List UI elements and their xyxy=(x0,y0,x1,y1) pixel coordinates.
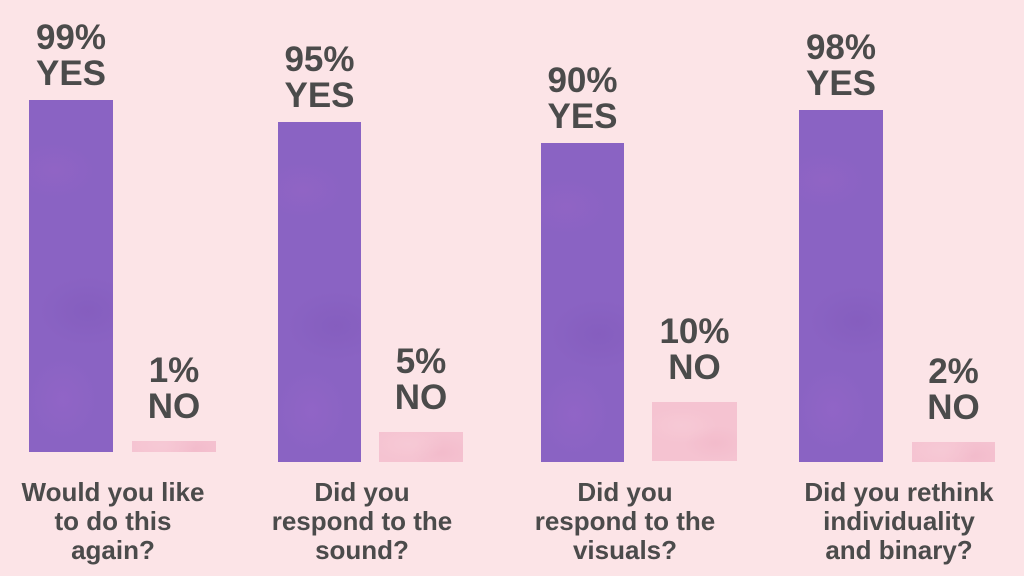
no-word: NO xyxy=(394,378,448,417)
no-word: NO xyxy=(147,387,201,426)
no-bar xyxy=(912,442,995,462)
yes-percent-value: 99% xyxy=(35,18,107,57)
caption-line: Did you xyxy=(577,477,673,507)
no-word: NO xyxy=(927,388,980,427)
yes-percent-value: 90% xyxy=(547,61,618,100)
yes-percentage-label: 90% YES xyxy=(483,63,683,135)
yes-word: YES xyxy=(805,64,877,103)
no-percent-value: 5% xyxy=(395,342,447,381)
caption-line: Did you rethink xyxy=(804,477,994,507)
caption-line: Did you xyxy=(314,477,410,507)
no-percent-value: 10% xyxy=(659,312,730,351)
no-bar xyxy=(132,441,216,452)
yes-word: YES xyxy=(35,54,107,93)
yes-bar xyxy=(278,122,361,462)
question-caption: Did you respond to the sound? xyxy=(227,478,497,565)
question-caption: Would you like to do this again? xyxy=(0,478,248,565)
caption-line: visuals? xyxy=(572,535,678,565)
no-percent-value: 1% xyxy=(148,351,200,390)
yes-percentage-label: 99% YES xyxy=(0,20,171,92)
no-percentage-label: 1% NO xyxy=(74,353,274,425)
no-percentage-label: 2% NO xyxy=(854,354,1024,426)
caption-line: and binary? xyxy=(825,535,973,565)
no-bar xyxy=(379,432,463,462)
yes-percent-value: 98% xyxy=(805,28,877,67)
question-caption: Did you respond to the visuals? xyxy=(490,478,760,565)
no-percentage-label: 10% NO xyxy=(595,314,795,386)
caption-line: to do this xyxy=(54,506,172,536)
yes-word: YES xyxy=(547,97,618,136)
question-caption: Did you rethink individuality and binary… xyxy=(764,478,1024,565)
no-word: NO xyxy=(668,348,721,387)
caption-line: individuality xyxy=(823,506,975,536)
caption-line: Would you like xyxy=(21,477,205,507)
caption-line: respond to the xyxy=(534,506,716,536)
yes-percentage-label: 98% YES xyxy=(741,30,941,102)
yes-bar xyxy=(799,110,883,462)
yes-percentage-label: 95% YES xyxy=(220,42,420,114)
no-percent-value: 2% xyxy=(928,352,979,391)
caption-line: sound? xyxy=(315,535,409,565)
yes-word: YES xyxy=(284,76,355,115)
yes-bar xyxy=(541,143,624,462)
yes-bar xyxy=(29,100,113,452)
caption-line: respond to the xyxy=(271,506,453,536)
no-bar xyxy=(652,402,737,461)
caption-line: again? xyxy=(71,535,155,565)
yes-percent-value: 95% xyxy=(284,40,355,79)
no-percentage-label: 5% NO xyxy=(321,344,521,416)
